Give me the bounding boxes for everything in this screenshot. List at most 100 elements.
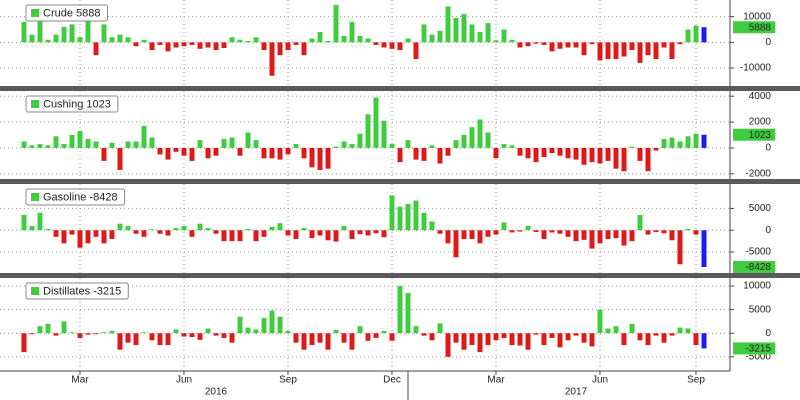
legend-label: Crude 5888 <box>43 7 101 19</box>
bar <box>21 21 27 43</box>
bar <box>141 125 147 148</box>
bar <box>373 230 379 234</box>
bar <box>285 147 291 155</box>
bar <box>245 41 251 43</box>
bar <box>661 138 667 148</box>
bar <box>557 230 563 234</box>
bar <box>405 204 411 231</box>
bar <box>525 42 531 47</box>
bar <box>533 147 539 163</box>
bar <box>517 230 523 232</box>
bar <box>77 230 83 248</box>
bar <box>493 40 499 43</box>
bar <box>565 333 571 341</box>
bar <box>477 119 483 148</box>
bar <box>397 147 403 163</box>
x-tick-label: Mar <box>71 375 89 386</box>
bar <box>573 333 579 336</box>
bar <box>357 133 363 148</box>
bar <box>365 333 371 341</box>
legend-name: Gasoline <box>43 191 86 203</box>
bar <box>421 333 427 336</box>
bar <box>149 137 155 148</box>
bar <box>701 230 707 268</box>
y-tick-label: 4000 <box>749 91 772 102</box>
bar <box>453 230 459 258</box>
bar <box>485 230 491 237</box>
bar <box>277 316 283 334</box>
bar <box>53 136 59 148</box>
bar <box>205 42 211 48</box>
bar <box>69 135 75 148</box>
bar <box>389 42 395 49</box>
bar <box>701 333 707 349</box>
bar <box>621 333 627 346</box>
bar <box>645 333 651 346</box>
bar <box>469 24 475 43</box>
y-tick-label: 10000 <box>743 11 771 22</box>
bar <box>309 147 315 168</box>
bar <box>453 140 459 148</box>
bar <box>573 147 579 160</box>
bar <box>69 230 75 235</box>
bar <box>253 230 259 242</box>
bar <box>269 42 275 76</box>
bar <box>589 42 595 45</box>
bar <box>413 42 419 60</box>
bar <box>205 328 211 334</box>
bar <box>541 230 547 239</box>
y-tick-label: 0 <box>765 143 771 154</box>
bar <box>381 330 387 334</box>
bar <box>29 225 35 231</box>
bar <box>325 147 331 169</box>
bar <box>101 147 107 161</box>
bar <box>565 230 571 237</box>
bar <box>117 223 123 231</box>
bar <box>133 230 139 234</box>
bar <box>453 17 459 43</box>
bar <box>205 228 211 231</box>
bar <box>517 333 523 346</box>
bar <box>461 230 467 239</box>
legend: Distillates -3215 <box>25 282 129 300</box>
bar <box>357 35 363 43</box>
bar <box>37 326 43 334</box>
panel-separator <box>0 273 800 278</box>
bar <box>141 39 147 43</box>
legend-swatch <box>31 193 39 201</box>
bar <box>461 14 467 43</box>
bar <box>61 144 67 148</box>
bar <box>173 329 179 334</box>
bar <box>285 230 291 236</box>
bar <box>301 228 307 231</box>
bar <box>685 328 691 334</box>
bar <box>261 42 267 51</box>
bar <box>381 42 387 48</box>
bar <box>405 293 411 334</box>
bar <box>669 333 675 336</box>
bar <box>45 228 51 231</box>
bar <box>53 34 59 43</box>
bar <box>213 42 219 51</box>
bar <box>317 147 323 170</box>
bar <box>581 230 587 240</box>
bar <box>157 333 163 346</box>
bar <box>37 212 43 231</box>
bar <box>437 147 443 164</box>
bar <box>445 147 451 156</box>
bar <box>629 230 635 242</box>
bar <box>221 230 227 242</box>
legend-name: Cushing <box>43 98 83 110</box>
bar <box>589 333 595 347</box>
bar <box>53 333 59 336</box>
bar <box>85 333 91 335</box>
x-tick-label: Dec <box>383 375 401 386</box>
legend-box <box>25 188 126 206</box>
bar <box>437 30 443 43</box>
bar <box>605 230 611 239</box>
bar <box>293 333 299 343</box>
bar <box>573 230 579 242</box>
bar <box>661 333 667 343</box>
bar <box>533 333 539 335</box>
